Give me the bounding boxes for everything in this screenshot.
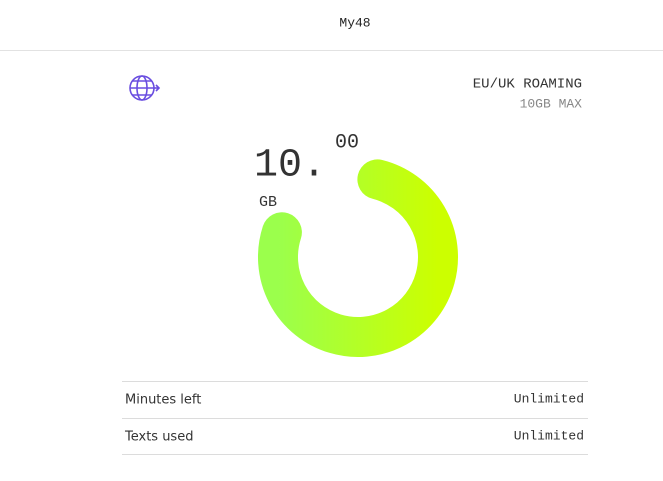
row-label: Texts used (124, 430, 193, 445)
globe-icon (129, 75, 161, 101)
row-value: Unlimited (514, 428, 584, 443)
row-label: Minutes left (125, 393, 201, 408)
row-value: Unlimited (514, 391, 584, 406)
roaming-label: EU/UK ROAMING (473, 77, 582, 93)
roaming-limit: 10GB MAX (520, 96, 583, 111)
usage-ring (258, 159, 458, 357)
header-title: My48 (339, 15, 370, 30)
usage-whole: 10. (254, 144, 326, 189)
usage-decimal: 00 (335, 131, 359, 154)
usage-unit: GB (259, 194, 277, 211)
